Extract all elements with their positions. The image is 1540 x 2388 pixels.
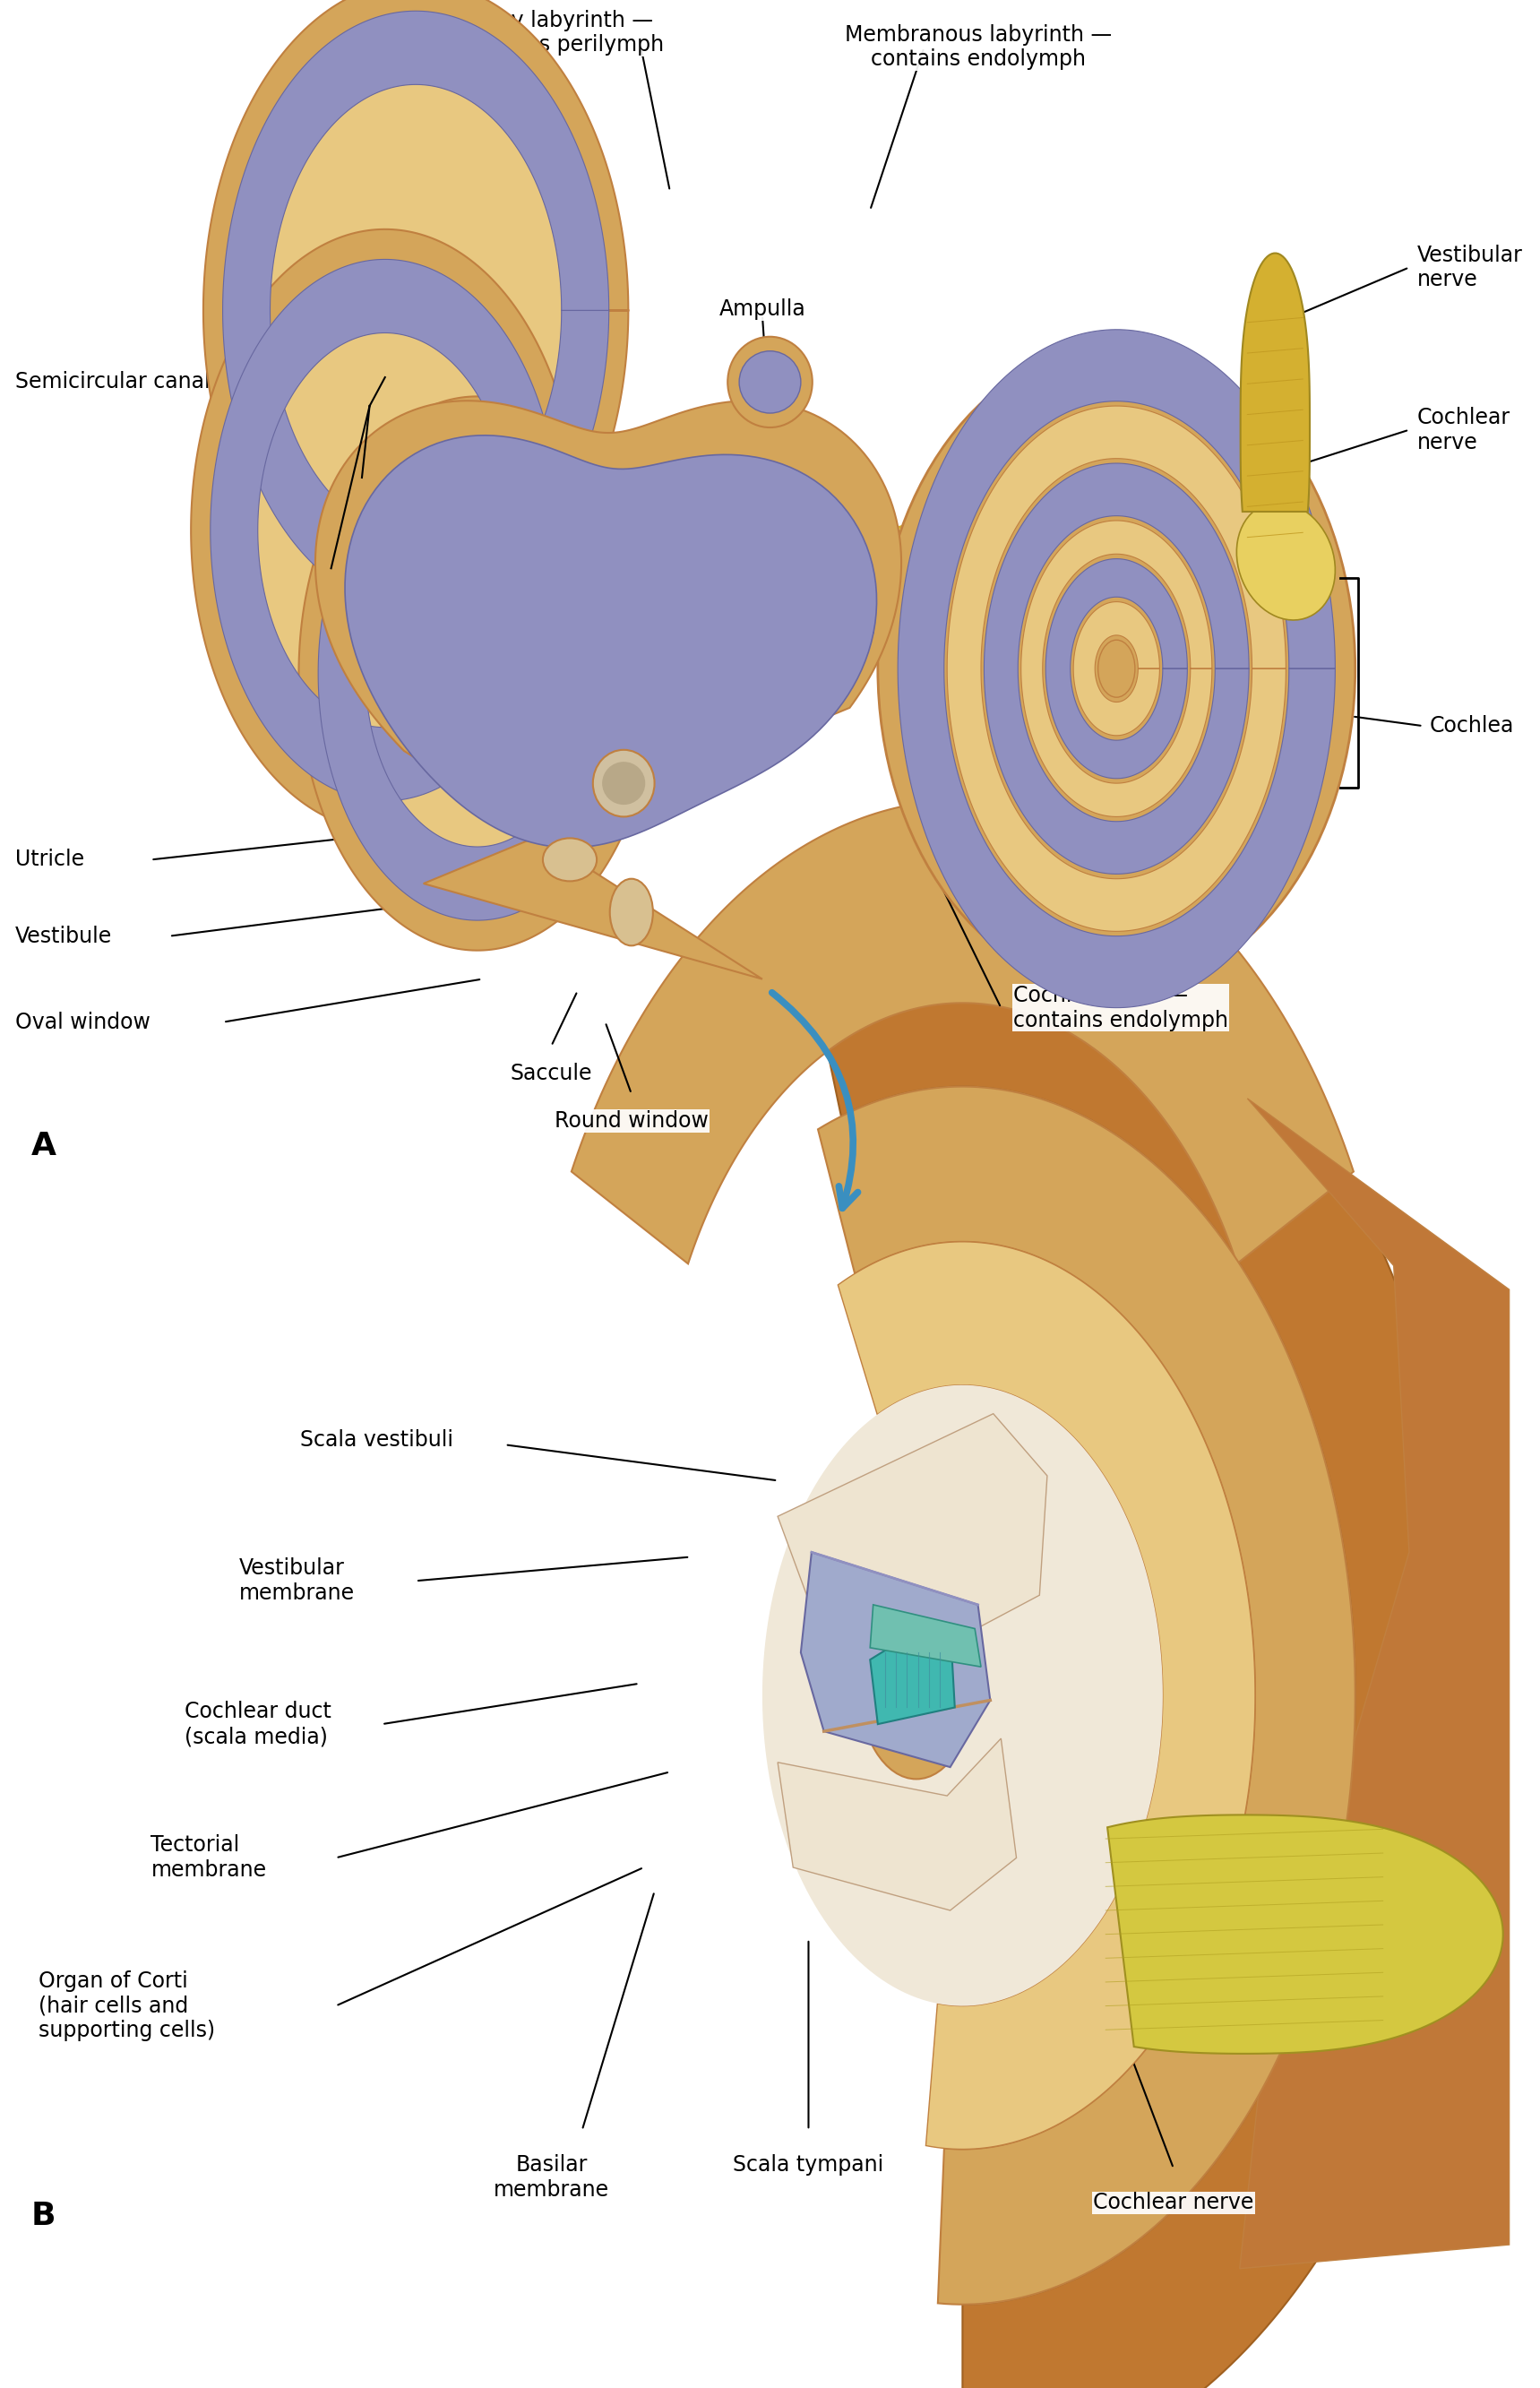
Polygon shape bbox=[203, 0, 628, 640]
Circle shape bbox=[1098, 640, 1135, 697]
Circle shape bbox=[270, 84, 562, 537]
Text: Cochlear duct
(scala media): Cochlear duct (scala media) bbox=[185, 1700, 331, 1748]
Circle shape bbox=[610, 879, 653, 946]
Polygon shape bbox=[1107, 1815, 1503, 2054]
Text: Semicircular canals: Semicircular canals bbox=[15, 370, 222, 394]
Polygon shape bbox=[191, 229, 579, 831]
Text: Ampulla: Ampulla bbox=[719, 298, 805, 320]
Ellipse shape bbox=[1237, 501, 1335, 621]
Text: Vestibule: Vestibule bbox=[15, 924, 112, 948]
Text: Saccule: Saccule bbox=[510, 1063, 593, 1084]
Polygon shape bbox=[762, 1385, 1163, 2006]
Text: Oval window: Oval window bbox=[15, 1010, 151, 1034]
Polygon shape bbox=[1021, 521, 1212, 817]
Text: Round window: Round window bbox=[554, 1110, 708, 1132]
Text: Scala vestibuli: Scala vestibuli bbox=[300, 1428, 453, 1452]
Circle shape bbox=[277, 363, 493, 697]
Polygon shape bbox=[1240, 1098, 1509, 2269]
Polygon shape bbox=[778, 1738, 1016, 1910]
Text: Vestibular
nerve: Vestibular nerve bbox=[1417, 244, 1523, 291]
Text: B: B bbox=[31, 2202, 55, 2230]
Circle shape bbox=[385, 530, 570, 817]
Text: Membranous labyrinth —
contains endolymph: Membranous labyrinth — contains endolymp… bbox=[844, 24, 1112, 69]
Polygon shape bbox=[898, 330, 1335, 1008]
Text: Cochlear duct —
contains endolymph: Cochlear duct — contains endolymph bbox=[1013, 984, 1229, 1032]
Text: Vestibular
membrane: Vestibular membrane bbox=[239, 1557, 354, 1605]
Polygon shape bbox=[801, 1552, 990, 1767]
Polygon shape bbox=[947, 406, 1286, 931]
Text: Bony labyrinth —
contains perilymph: Bony labyrinth — contains perilymph bbox=[460, 10, 664, 55]
Polygon shape bbox=[345, 435, 876, 848]
Polygon shape bbox=[778, 1414, 1047, 1652]
Text: A: A bbox=[31, 1132, 55, 1161]
Polygon shape bbox=[1241, 253, 1309, 511]
Circle shape bbox=[257, 332, 513, 728]
Ellipse shape bbox=[602, 762, 645, 805]
Ellipse shape bbox=[544, 838, 598, 881]
Polygon shape bbox=[223, 12, 608, 609]
Polygon shape bbox=[984, 463, 1249, 874]
Text: Cochlea: Cochlea bbox=[1429, 714, 1514, 738]
Text: Basilar
membrane: Basilar membrane bbox=[493, 2154, 610, 2199]
Polygon shape bbox=[1046, 559, 1187, 778]
Ellipse shape bbox=[728, 337, 813, 427]
Polygon shape bbox=[870, 1605, 981, 1667]
Ellipse shape bbox=[739, 351, 801, 413]
Polygon shape bbox=[1073, 602, 1160, 736]
Text: Tectorial
membrane: Tectorial membrane bbox=[151, 1834, 266, 1882]
Polygon shape bbox=[211, 260, 559, 800]
Polygon shape bbox=[319, 427, 636, 919]
Ellipse shape bbox=[593, 750, 654, 817]
Polygon shape bbox=[299, 396, 656, 950]
Polygon shape bbox=[838, 1242, 1255, 2149]
Polygon shape bbox=[818, 1087, 1355, 2304]
Circle shape bbox=[290, 115, 542, 506]
Text: Organ of Corti
(hair cells and
supporting cells): Organ of Corti (hair cells and supportin… bbox=[38, 1970, 216, 2042]
Text: Scala tympani: Scala tympani bbox=[733, 2154, 884, 2175]
Text: Utricle: Utricle bbox=[15, 848, 85, 872]
Polygon shape bbox=[805, 907, 1471, 2388]
Ellipse shape bbox=[859, 1588, 975, 1779]
Polygon shape bbox=[571, 800, 1354, 1263]
Polygon shape bbox=[316, 401, 901, 979]
Text: Cochlear
nerve: Cochlear nerve bbox=[1417, 406, 1511, 454]
Ellipse shape bbox=[878, 346, 1355, 991]
Circle shape bbox=[365, 499, 590, 848]
Text: Cochlear nerve: Cochlear nerve bbox=[1093, 2192, 1254, 2214]
Polygon shape bbox=[870, 1636, 955, 1724]
